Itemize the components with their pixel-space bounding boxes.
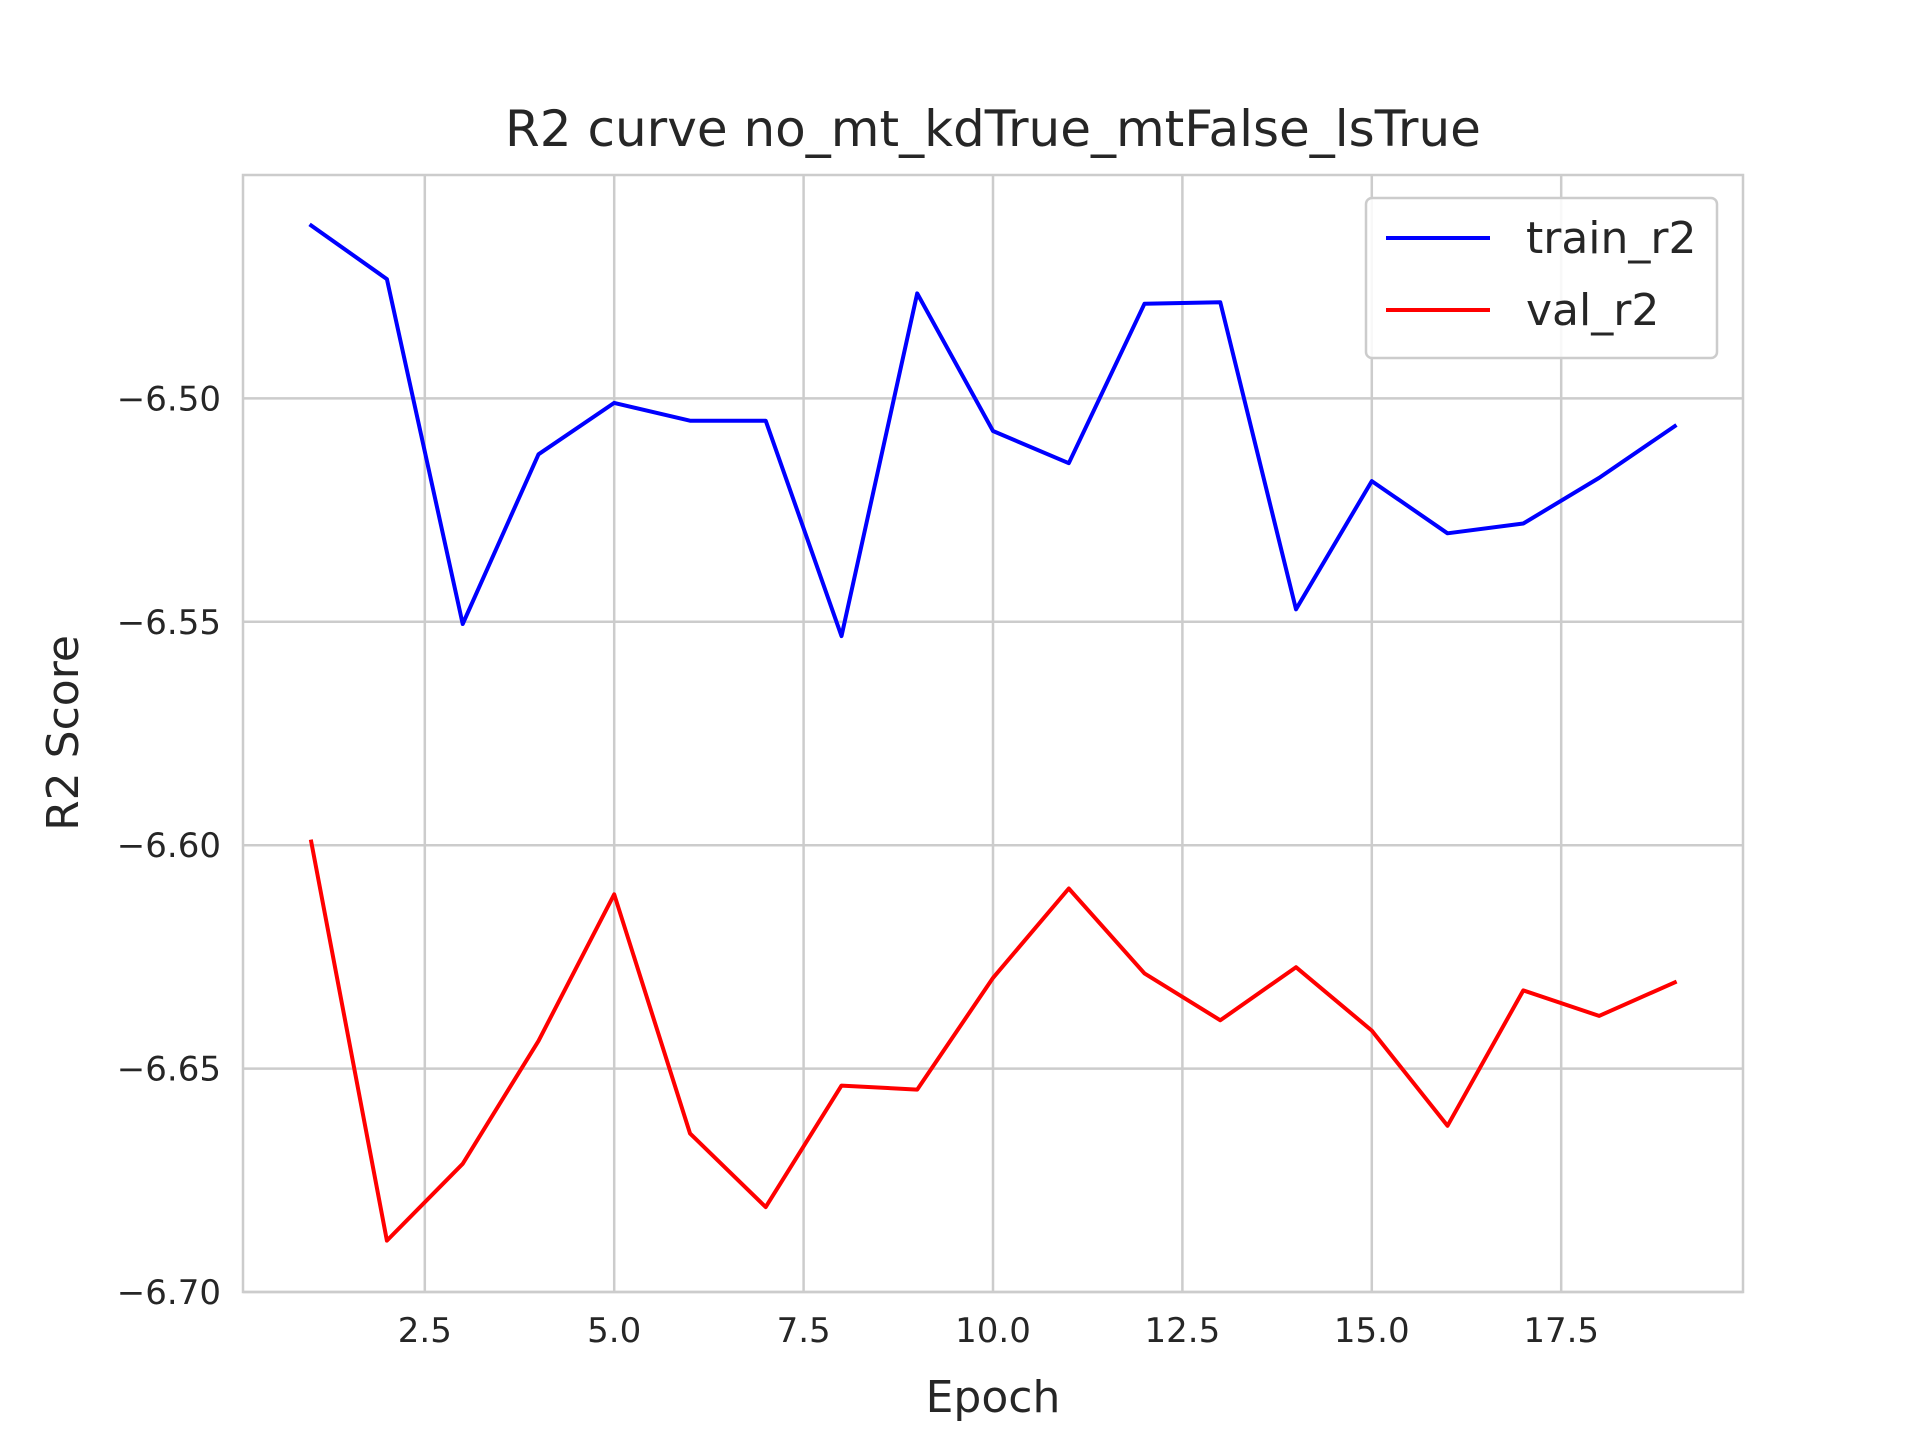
legend-label-train_r2: train_r2	[1526, 213, 1697, 264]
x-tick-label: 17.5	[1523, 1311, 1599, 1351]
legend: train_r2 val_r2	[1364, 196, 1719, 360]
y-axis-label: R2 Score	[38, 635, 89, 831]
plot-frame	[241, 173, 1745, 1294]
x-tick-labels: 2.5 5.0 7.5 10.0 12.5 15.0 17.5	[398, 1311, 1599, 1351]
x-tick-label: 5.0	[587, 1311, 641, 1351]
series-lines	[308, 222, 1678, 1243]
x-tick-label: 15.0	[1334, 1311, 1410, 1351]
y-tick-label: −6.70	[117, 1273, 221, 1313]
x-tick-label: 10.0	[955, 1311, 1031, 1351]
x-tick-label: 12.5	[1145, 1311, 1221, 1351]
y-tick-label: −6.50	[117, 379, 221, 419]
series-line-train_r2	[308, 222, 1678, 639]
y-tick-label: −6.60	[117, 826, 221, 866]
chart-title: R2 curve no_mt_kdTrue_mtFalse_lsTrue	[505, 100, 1481, 158]
series-line-val_r2	[308, 839, 1678, 1243]
y-tick-label: −6.55	[117, 603, 221, 643]
x-tick-label: 2.5	[398, 1311, 452, 1351]
x-tick-label: 7.5	[777, 1311, 831, 1351]
legend-entries: train_r2 val_r2	[1386, 213, 1697, 336]
x-axis-label: Epoch	[926, 1372, 1061, 1423]
y-tick-label: −6.65	[117, 1050, 221, 1090]
y-tick-labels: −6.70 −6.65 −6.60 −6.55 −6.50	[117, 379, 221, 1313]
legend-label-val_r2: val_r2	[1526, 285, 1659, 336]
